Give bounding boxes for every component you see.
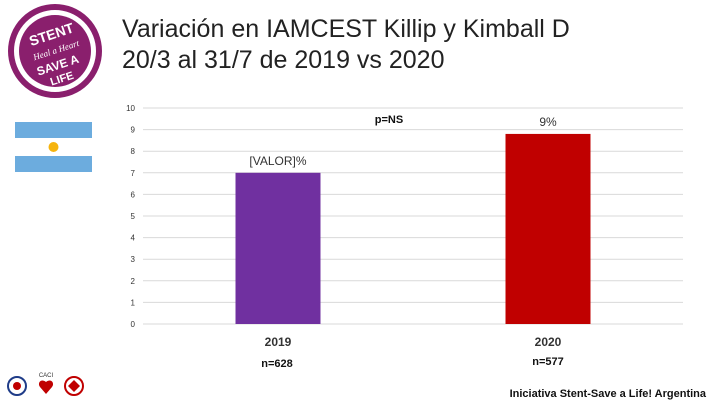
bar-2019 bbox=[235, 172, 321, 324]
data-label-2019: [VALOR]% bbox=[249, 154, 306, 168]
y-tick-label: 10 bbox=[126, 104, 135, 113]
x-tick-label-2019: 2019 bbox=[265, 335, 292, 349]
caci-label: CACI bbox=[39, 373, 54, 379]
p-value-annotation: p=NS bbox=[375, 114, 403, 126]
argentina-flag-icon bbox=[15, 122, 92, 172]
heart-logo-icon bbox=[38, 380, 54, 394]
sample-size-2020: n=577 bbox=[532, 356, 564, 368]
y-tick-label: 7 bbox=[131, 169, 136, 178]
y-tick-label: 8 bbox=[131, 147, 136, 156]
data-label-2020: 9% bbox=[539, 115, 557, 129]
y-tick-label: 5 bbox=[131, 212, 136, 221]
bar-2020 bbox=[505, 133, 591, 324]
x-tick-label-2020: 2020 bbox=[535, 335, 562, 349]
chart-grid bbox=[143, 107, 683, 325]
y-tick-label: 4 bbox=[131, 234, 136, 243]
chart-bars bbox=[235, 133, 591, 324]
y-tick-label: 0 bbox=[131, 320, 136, 329]
y-tick-label: 9 bbox=[131, 126, 136, 135]
institution-logos: CACI bbox=[7, 373, 84, 396]
y-tick-label: 3 bbox=[131, 255, 136, 264]
x-axis-ticks: 2019 2020 bbox=[265, 335, 562, 349]
y-axis-ticks: 0 1 2 3 4 5 6 7 8 9 10 bbox=[126, 104, 135, 329]
title-line-2: 20/3 al 31/7 de 2019 vs 2020 bbox=[122, 46, 445, 74]
y-tick-label: 6 bbox=[131, 190, 136, 199]
chart-data-labels: [VALOR]% 9% bbox=[249, 115, 557, 168]
page-title: Variación en IAMCEST Killip y Kimball D … bbox=[122, 14, 570, 76]
title-line-1: Variación en IAMCEST Killip y Kimball D bbox=[122, 15, 570, 43]
footer-credit: Iniciativa Stent-Save a Life! Argentina bbox=[509, 388, 706, 400]
y-tick-label: 1 bbox=[131, 298, 136, 307]
sample-size-2019: n=628 bbox=[261, 358, 293, 370]
y-tick-label: 2 bbox=[131, 277, 136, 286]
stent-save-a-life-logo: STENT Heal a Heart SAVE A LIFE bbox=[8, 4, 102, 98]
